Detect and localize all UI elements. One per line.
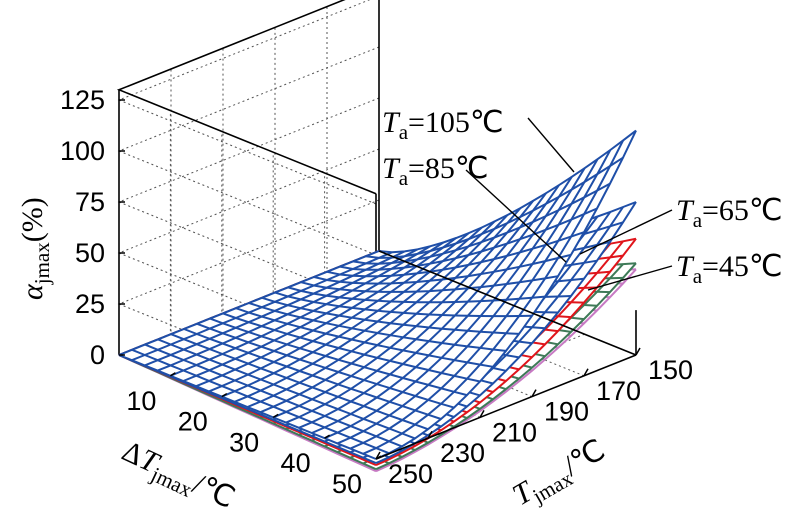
tick-mark-x [272,413,279,419]
mesh-line [235,307,494,368]
series-label: Ta=65℃ [676,194,783,232]
tick-label-x: 50 [332,469,362,499]
gridline-z [117,0,377,205]
axis-label-z: αjmax(%) [16,197,54,300]
tick-label-z: 100 [60,136,105,166]
series-label: Ta=85℃ [382,152,489,190]
mesh-line [118,354,377,460]
tick-mark-y [479,410,485,418]
tick-mark-y [583,368,589,377]
mesh-line [131,348,390,455]
tick-label-x: 10 [126,386,156,416]
tick-label-z: 0 [90,340,105,370]
series-annotations: Ta=105℃ Ta=85℃ Ta=65℃ Ta=45℃ [382,106,783,291]
tick-label-y: 190 [544,397,589,427]
gridline-z [117,46,380,256]
leader-line [465,169,567,263]
tick-label-z: 75 [75,187,105,217]
mesh-line [352,182,611,265]
mesh-line [196,322,455,409]
leader-line [579,209,673,255]
tick-labels: 0 25 50 75 100 125 10 20 30 40 50 15017019021023025… [60,85,693,499]
tick-label-x: 40 [281,448,311,478]
mesh-line [326,231,585,278]
box-front-bottom-y [375,354,637,460]
tick-label-y: 210 [492,417,537,447]
mesh-line [378,129,637,254]
mesh-line [300,275,559,293]
surfaces [118,129,637,473]
mesh-line [248,302,507,352]
tick-label-y: 230 [440,438,485,468]
plot-box-front [375,250,637,460]
box-front-bottom-x [378,250,637,356]
tick-mark-x [324,434,330,439]
mesh-line [339,207,598,271]
tick-label-y: 250 [388,459,433,489]
tick-mark-x [221,392,228,398]
leader-line [587,265,673,291]
surface-fill [119,130,636,459]
tick-mark-y [635,347,641,356]
mesh-line [261,296,520,335]
tick-label-z: 125 [60,85,105,115]
mesh-line [209,317,468,397]
tick-label-x: 20 [178,407,208,437]
mesh-line [313,253,572,285]
mesh-line [222,312,481,383]
tick-label-y: 170 [596,376,641,406]
surface-ta105 [118,129,637,460]
mesh-line [170,333,429,431]
tick-label-z: 50 [75,238,105,268]
mesh-line [274,291,533,318]
tick-label-y: 150 [648,355,693,385]
mesh-line [144,343,403,448]
mesh-line [183,328,442,420]
tick-mark-y [375,451,381,460]
tick-mark-y [531,389,537,397]
box-top-back [116,0,377,195]
series-label: Ta=105℃ [382,106,504,144]
leader-line [527,117,575,173]
tick-mark-x [170,372,176,377]
tick-label-z: 25 [75,289,105,319]
axis-label-x: ΔTjmax/℃ [115,434,240,514]
tick-mark-y [427,430,433,439]
tick-label-x: 30 [229,427,259,457]
series-label: Ta=45℃ [676,250,783,288]
mesh-line [365,156,624,259]
mesh-line [157,338,416,440]
